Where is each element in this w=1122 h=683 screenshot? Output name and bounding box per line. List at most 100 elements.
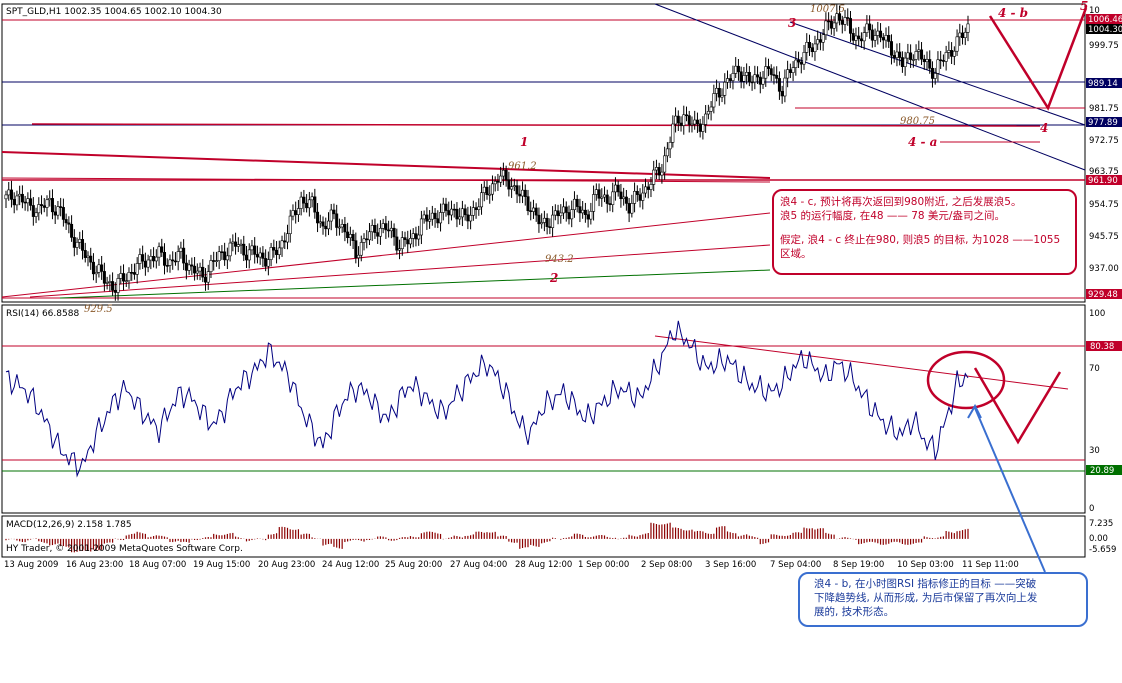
candle-body	[674, 115, 678, 125]
candle-body	[422, 214, 426, 220]
candle-body	[255, 254, 259, 258]
x-tick: 20 Aug 23:00	[258, 560, 315, 570]
candle-body	[898, 51, 902, 58]
candle-body	[810, 47, 814, 52]
note-line: 假定, 浪4 - c 终止在980, 则浪5 的目标, 为1028 ——1055	[780, 234, 1061, 246]
candle-body	[463, 208, 467, 216]
level-label: 929.5	[84, 304, 113, 315]
candle-body	[436, 218, 440, 224]
y-tick: 954.75	[1089, 200, 1119, 210]
note-line: 展的, 技术形态。	[814, 606, 895, 618]
y-tick: -5.659	[1089, 545, 1116, 555]
candle-body	[895, 51, 899, 58]
wave-label: 2	[549, 271, 558, 285]
candle-body	[460, 208, 464, 218]
candle-body	[160, 246, 164, 253]
candle-body	[570, 209, 574, 220]
candle-body	[261, 252, 265, 259]
candle-body	[537, 214, 541, 225]
candle-body	[884, 35, 888, 41]
candle-body	[515, 185, 519, 195]
candle-body	[605, 194, 609, 204]
candle-body	[712, 93, 716, 108]
candle-body	[346, 231, 350, 238]
candle-body	[163, 252, 167, 266]
candle-body	[337, 226, 341, 229]
candle-body	[950, 50, 954, 57]
candle-body	[56, 206, 60, 216]
candle-body	[794, 59, 798, 68]
candle-body	[480, 192, 484, 208]
copyright-text: HY Trader, © 2001-2009 MetaQuotes Softwa…	[6, 544, 243, 554]
wave-label: 4 - b	[998, 6, 1028, 20]
candle-body	[384, 223, 388, 231]
candle-body	[302, 196, 306, 204]
candle-body	[750, 81, 754, 84]
rsi-y-axis: 100 70 30 0 80.38 20.89	[1086, 309, 1122, 514]
candle-body	[501, 169, 505, 177]
candle-body	[294, 210, 298, 215]
candle-body	[922, 58, 926, 63]
candle-body	[100, 264, 104, 272]
candle-body	[660, 171, 664, 176]
candle-body	[955, 36, 959, 52]
candle-body	[646, 186, 650, 190]
candle-body	[709, 106, 713, 112]
candle-body	[589, 211, 593, 220]
candle-body	[408, 238, 412, 245]
candle-body	[734, 65, 738, 74]
candle-body	[963, 32, 967, 38]
candle-body	[835, 13, 839, 24]
macd-panel	[1, 515, 1086, 558]
candle-body	[630, 203, 634, 214]
candle-body	[236, 244, 240, 247]
candle-body	[316, 211, 320, 224]
note-line: 浪5 的运行幅度, 在48 —— 78 美元/盎司之间。	[780, 210, 1005, 222]
candle-body	[469, 215, 473, 222]
candle-body	[567, 212, 571, 220]
candle-body	[209, 260, 213, 272]
candle-body	[67, 222, 71, 225]
candle-body	[45, 199, 49, 208]
candle-body	[693, 119, 697, 125]
candle-body	[40, 204, 44, 207]
x-axis: 13 Aug 2009 16 Aug 23:00 18 Aug 07:00 19…	[4, 560, 1019, 570]
rsi-header: RSI(14) 66.8588	[6, 309, 79, 319]
candle-body	[917, 49, 921, 52]
candle-body	[348, 234, 352, 238]
candle-body	[802, 52, 806, 65]
candle-body	[26, 198, 30, 204]
y-tick: 972.75	[1089, 136, 1119, 146]
candle-body	[411, 233, 415, 239]
candle-body	[594, 189, 598, 195]
candle-body	[321, 221, 325, 227]
candle-body	[903, 57, 907, 67]
candle-body	[838, 13, 842, 21]
candle-body	[603, 194, 607, 198]
candle-body	[868, 23, 872, 31]
candle-body	[362, 238, 366, 243]
candle-body	[690, 123, 694, 126]
candle-body	[529, 210, 533, 213]
main-y-axis: 10 999.75 981.75 972.75 963.75 954.75 94…	[1089, 6, 1119, 274]
candle-body	[504, 169, 508, 181]
candle-body	[75, 241, 79, 248]
candle-body	[365, 238, 369, 241]
candle-body	[474, 207, 478, 210]
candle-body	[119, 273, 123, 279]
candle-body	[745, 72, 749, 76]
candle-body	[195, 270, 199, 274]
candle-body	[747, 72, 751, 83]
candle-body	[564, 206, 568, 213]
candle-body	[695, 119, 699, 125]
candle-body	[791, 67, 795, 73]
candle-body	[359, 242, 363, 256]
x-tick: 13 Aug 2009	[4, 560, 58, 570]
note-line: 浪4 - b, 在小时图RSI 指标修正的目标 ——突破	[814, 578, 1037, 590]
candle-body	[671, 123, 675, 143]
candle-body	[892, 55, 896, 58]
x-tick: 24 Aug 12:00	[322, 560, 379, 570]
price-tags: 1006.46 1004.30 989.14 977.89 961.90 929…	[1086, 14, 1122, 300]
candle-body	[761, 77, 765, 85]
candle-body	[414, 233, 418, 240]
